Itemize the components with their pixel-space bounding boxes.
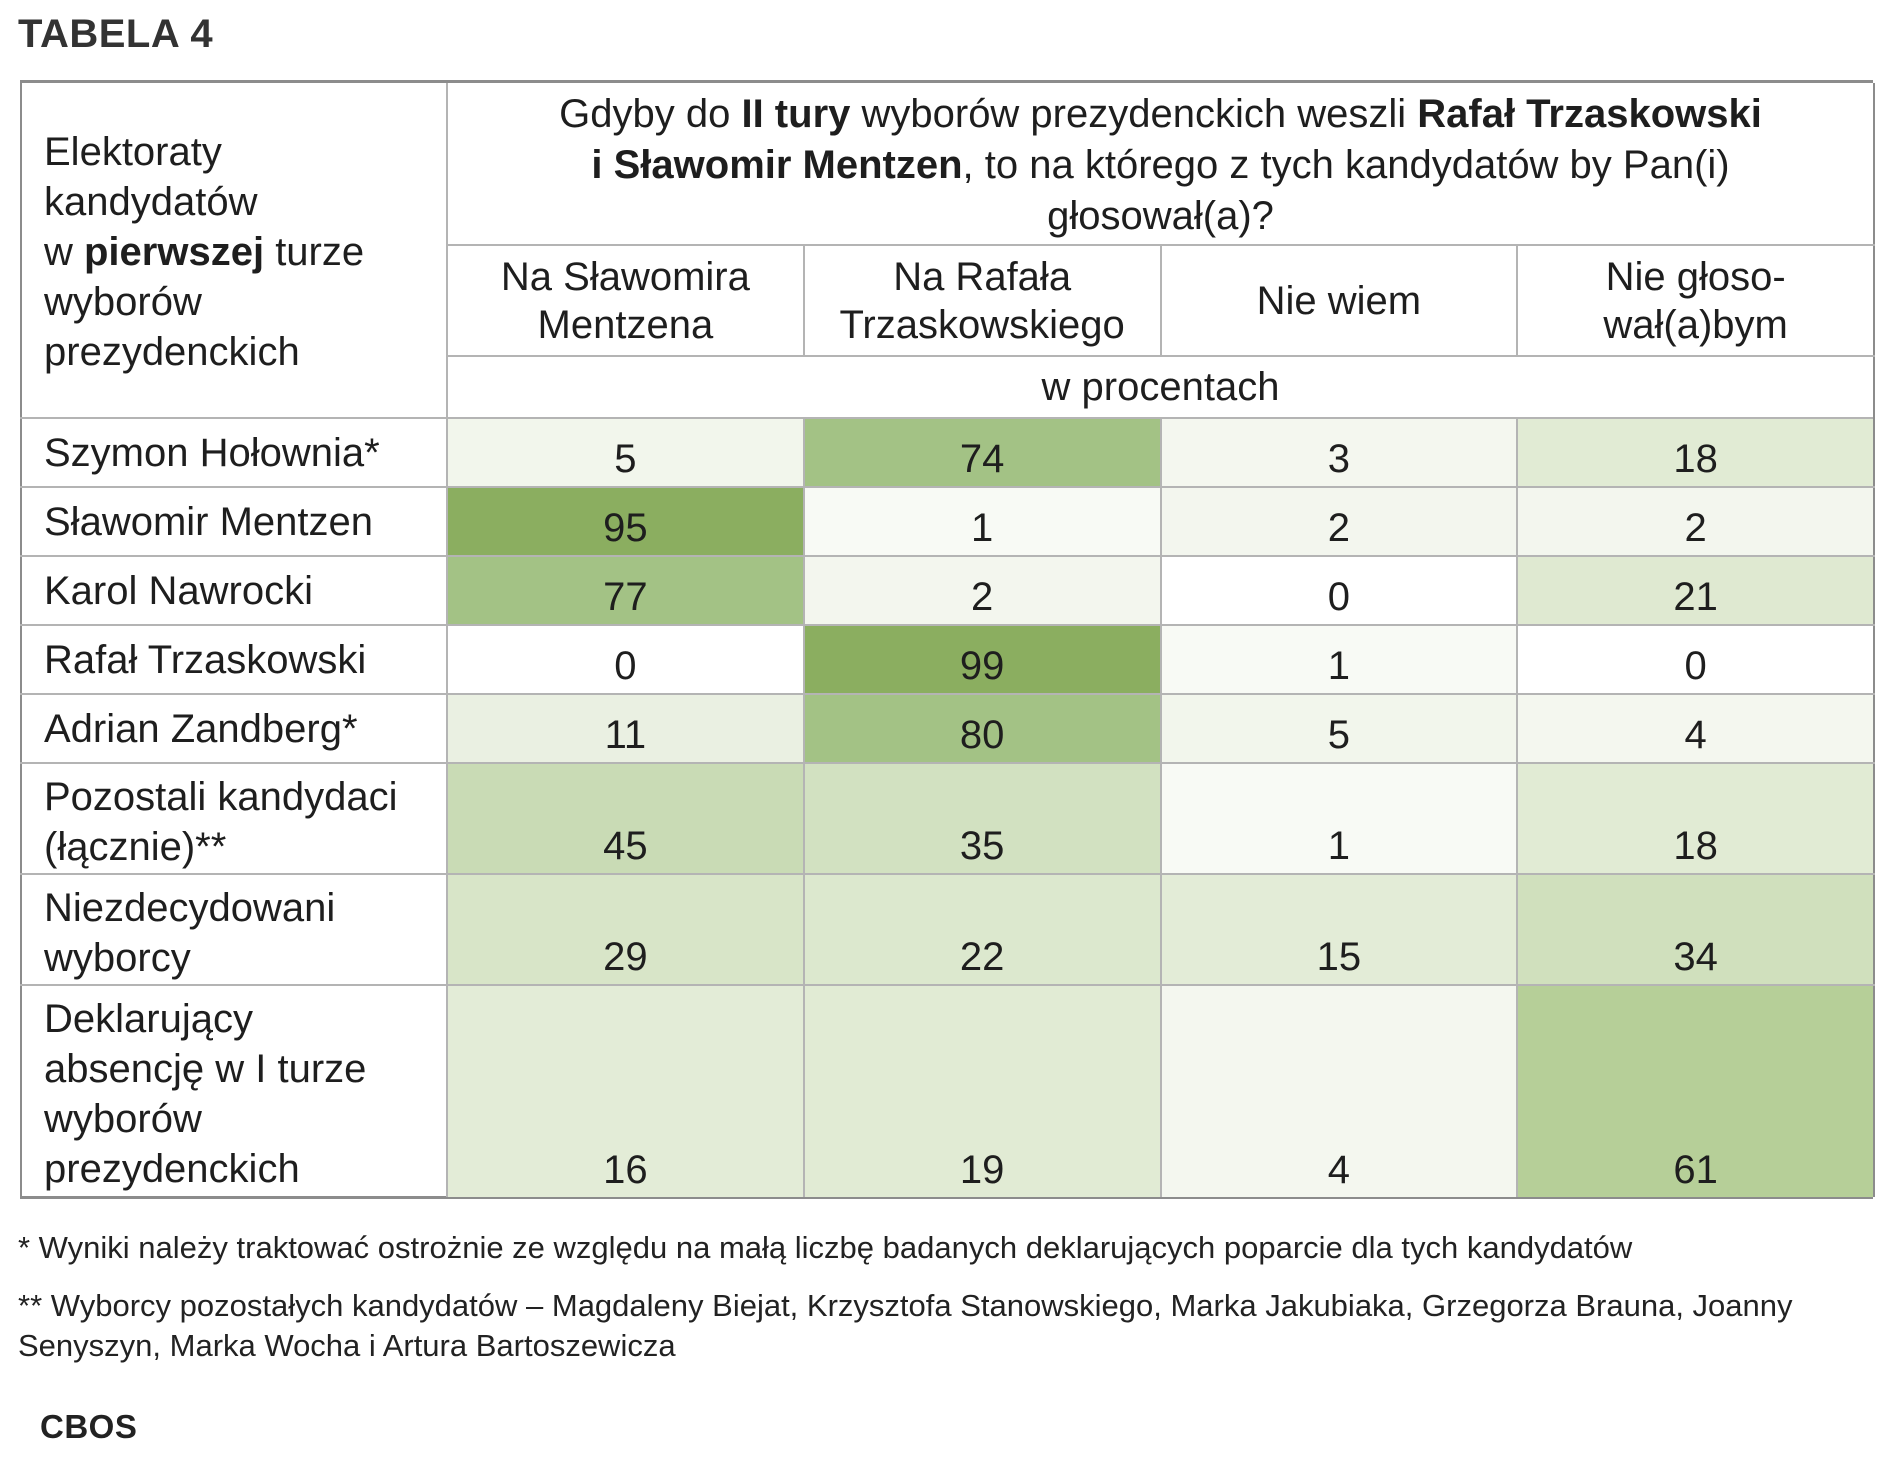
value-cell: 18: [1516, 417, 1876, 488]
value-cell: 1: [1159, 624, 1519, 695]
value-cell: 29: [446, 873, 805, 986]
table-row: Deklarujący absencję w I turze wyborów prez…: [20, 984, 1876, 1197]
table-row: Niezdecydowani wyborcy 29 22 15 34: [20, 873, 1876, 986]
row-label-line: absencję w I turze: [44, 1047, 367, 1091]
table-row: Rafał Trzaskowski 0 99 1 0: [20, 624, 1876, 695]
column-header-line: Mentzena: [537, 302, 714, 347]
row-header-emphasis: pierwszej: [84, 230, 265, 274]
value-cell: 99: [802, 624, 1162, 695]
column-header-line: Na Rafała: [893, 254, 1072, 299]
value-cell: 45: [446, 762, 805, 875]
value-cell: 74: [802, 417, 1162, 488]
question-emphasis: i Sławomir Mentzen: [591, 143, 963, 187]
value-cell: 80: [802, 693, 1162, 764]
value-cell: 15: [1159, 873, 1519, 986]
table-row: Szymon Hołownia* 5 74 3 18: [20, 417, 1876, 488]
row-label-line: Deklarujący: [44, 997, 253, 1041]
table-row: Sławomir Mentzen 95 1 2 2: [20, 486, 1876, 557]
row-label: Sławomir Mentzen: [20, 486, 448, 557]
column-header: Na Sławomira Mentzena: [446, 244, 805, 357]
row-header-line: w pierwszej turze: [44, 227, 436, 277]
row-label: Karol Nawrocki: [20, 555, 448, 626]
column-header-line: Na Sławomira: [500, 254, 750, 299]
value-cell: 2: [1159, 486, 1519, 557]
value-cell: 61: [1516, 984, 1876, 1197]
row-label: Deklarujący absencję w I turze wyborów prez…: [20, 984, 448, 1197]
row-header-label: Elektoraty kandydatów w pierwszej turze …: [20, 83, 448, 419]
footnotes: * Wyniki należy traktować ostrożnie ze w…: [18, 1228, 1878, 1384]
value-cell: 3: [1159, 417, 1519, 488]
column-header-line: Nie wiem: [1256, 278, 1422, 323]
column-header: Nie wiem: [1159, 244, 1519, 357]
row-header-line: Elektoraty: [44, 130, 222, 174]
row-label-line: wyborcy: [44, 936, 191, 980]
value-cell: 77: [446, 555, 805, 626]
question-text: Gdyby do: [559, 92, 742, 136]
value-cell: 2: [802, 555, 1162, 626]
results-table: Elektoraty kandydatów w pierwszej turze …: [20, 83, 1876, 1197]
column-header: Nie głoso-wał(a)bym: [1516, 244, 1876, 357]
row-label-line: Pozostali kandydaci: [44, 775, 398, 819]
value-cell: 16: [446, 984, 805, 1197]
row-label: Pozostali kandydaci (łącznie)**: [20, 762, 448, 875]
value-cell: 18: [1516, 762, 1876, 875]
column-header-line: Trzaskowskiego: [839, 302, 1125, 347]
value-cell: 5: [446, 417, 805, 488]
row-header-text: w: [44, 230, 84, 274]
question-text: wyborów prezydenckich weszli: [850, 92, 1418, 136]
row-label: Adrian Zandberg*: [20, 693, 448, 764]
row-label: Szymon Hołownia*: [20, 417, 448, 488]
value-cell: 0: [1516, 624, 1876, 695]
results-table-frame: Elektoraty kandydatów w pierwszej turze …: [20, 80, 1876, 1199]
question-text: , to na którego z tych kandydatów by Pan…: [962, 143, 1730, 238]
row-label-line: (łącznie)**: [44, 825, 227, 869]
row-header-text: turze: [264, 230, 365, 274]
value-cell: 0: [446, 624, 805, 695]
row-label-line: prezydenckich: [44, 1147, 300, 1191]
row-label-line: Niezdecydowani: [44, 886, 336, 930]
question-header: Gdyby do II tury wyborów prezydenckich w…: [445, 83, 1876, 246]
column-header-line: wał(a)bym: [1603, 302, 1788, 347]
table-row: Adrian Zandberg* 11 80 5 4: [20, 693, 1876, 764]
row-label: Rafał Trzaskowski: [20, 624, 448, 695]
row-label: Niezdecydowani wyborcy: [20, 873, 448, 986]
value-cell: 4: [1159, 984, 1519, 1197]
unit-label: w procentach: [445, 355, 1876, 418]
column-header: Na Rafała Trzaskowskiego: [802, 244, 1162, 357]
row-label-line: wyborów: [44, 1097, 202, 1141]
value-cell: 5: [1159, 693, 1519, 764]
question-emphasis: Rafał Trzaskowski: [1417, 92, 1762, 136]
value-cell: 95: [446, 486, 805, 557]
value-cell: 35: [802, 762, 1162, 875]
value-cell: 2: [1516, 486, 1876, 557]
table-row: Pozostali kandydaci (łącznie)** 45 35 1 18: [20, 762, 1876, 875]
source-logo: CBOS: [40, 1408, 138, 1445]
column-header-line: Nie głoso-: [1605, 254, 1786, 299]
question-emphasis: II tury: [741, 92, 851, 136]
value-cell: 21: [1516, 555, 1876, 626]
row-header-line: wyborów: [44, 280, 202, 324]
value-cell: 1: [1159, 762, 1519, 875]
value-cell: 22: [802, 873, 1162, 986]
table-row: Karol Nawrocki 77 2 0 21: [20, 555, 1876, 626]
value-cell: 11: [446, 693, 805, 764]
row-header-line: prezydenckich: [44, 330, 300, 374]
value-cell: 4: [1516, 693, 1876, 764]
row-header-line: kandydatów: [44, 180, 258, 224]
value-cell: 34: [1516, 873, 1876, 986]
footnote-1: * Wyniki należy traktować ostrożnie ze w…: [18, 1230, 1633, 1265]
value-cell: 0: [1159, 555, 1519, 626]
value-cell: 1: [802, 486, 1162, 557]
value-cell: 19: [802, 984, 1162, 1197]
table-title: TABELA 4: [18, 12, 214, 56]
footnote-2: ** Wyborcy pozostałych kandydatów – Magd…: [18, 1288, 1793, 1363]
